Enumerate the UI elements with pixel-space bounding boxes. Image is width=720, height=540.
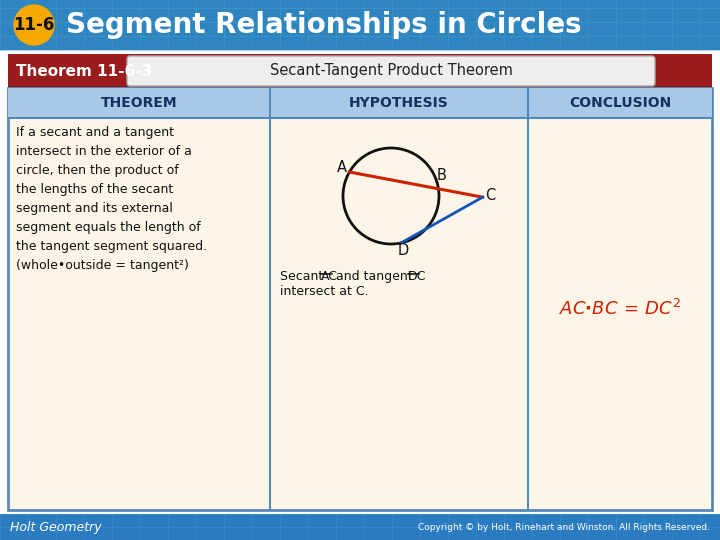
Text: CONCLUSION: CONCLUSION <box>569 96 671 110</box>
Text: If a secant and a tangent
intersect in the exterior of a
circle, then the produc: If a secant and a tangent intersect in t… <box>16 126 207 272</box>
Text: intersect at C.: intersect at C. <box>280 285 369 298</box>
Text: Secant-Tangent Product Theorem: Secant-Tangent Product Theorem <box>269 64 513 78</box>
Circle shape <box>14 5 54 45</box>
FancyBboxPatch shape <box>127 56 655 86</box>
FancyBboxPatch shape <box>8 54 712 88</box>
FancyBboxPatch shape <box>8 88 712 510</box>
Text: Holt Geometry: Holt Geometry <box>10 521 102 534</box>
Text: Segment Relationships in Circles: Segment Relationships in Circles <box>66 11 582 39</box>
Text: Theorem 11-6-3: Theorem 11-6-3 <box>16 64 152 78</box>
Text: D: D <box>397 244 409 259</box>
Text: THEOREM: THEOREM <box>101 96 177 110</box>
Text: B: B <box>437 167 446 183</box>
Text: 11-6: 11-6 <box>13 16 55 34</box>
Text: HYPOTHESIS: HYPOTHESIS <box>349 96 449 110</box>
Text: Secant: Secant <box>280 270 328 283</box>
FancyBboxPatch shape <box>8 88 712 118</box>
Text: $\mathit{AC}$$\boldsymbol{\cdot}$$\mathit{BC}$$\,=\,$$\mathit{DC}^2$: $\mathit{AC}$$\boldsymbol{\cdot}$$\mathi… <box>559 299 681 319</box>
Text: DC: DC <box>408 270 426 283</box>
Text: Copyright © by Holt, Rinehart and Winston. All Rights Reserved.: Copyright © by Holt, Rinehart and Winsto… <box>418 523 710 531</box>
Text: C: C <box>485 188 496 202</box>
FancyBboxPatch shape <box>0 514 720 540</box>
Text: A: A <box>336 159 346 174</box>
Text: AC: AC <box>320 270 338 283</box>
Text: and tangent: and tangent <box>332 270 417 283</box>
FancyBboxPatch shape <box>0 0 720 50</box>
